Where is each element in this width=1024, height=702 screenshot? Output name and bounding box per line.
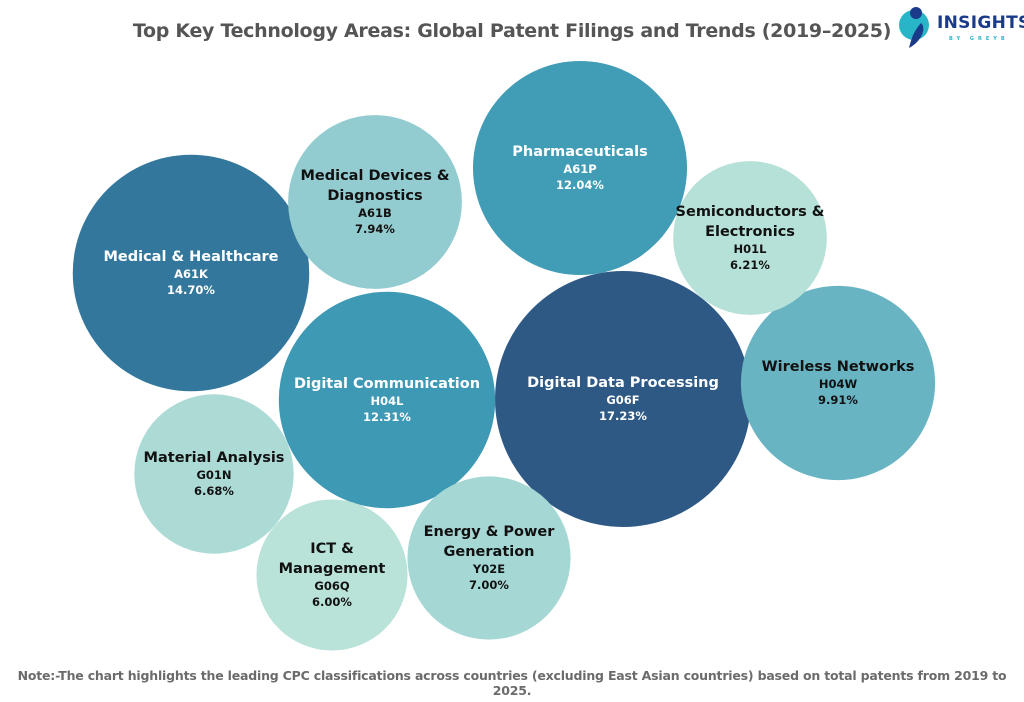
bubble-value-a61p: 12.04%	[556, 178, 604, 192]
bubble-g06f[interactable]: Digital Data Processing G06F 17.23%	[495, 271, 751, 527]
bubble-circle-g06f[interactable]	[495, 271, 751, 527]
bubble-circle-a61k[interactable]	[72, 154, 310, 392]
bubble-a61k[interactable]: Medical & Healthcare A61K 14.70%	[72, 154, 310, 392]
bubble-circle-y02e[interactable]	[407, 476, 571, 640]
bubble-circle-a61b[interactable]	[288, 115, 462, 289]
bubble-code-g01n: G01N	[196, 468, 231, 482]
bubble-code-h04w: H04W	[819, 377, 858, 391]
bubble-name-y02e: Generation	[443, 544, 534, 560]
chart-note: Note:-The chart highlights the leading C…	[17, 668, 1007, 698]
bubble-name-y02e: Energy & Power	[424, 524, 556, 540]
bubble-value-y02e: 7.00%	[469, 578, 509, 592]
bubble-name-h04w: Wireless Networks	[762, 359, 915, 375]
bubble-circle-g01n[interactable]	[134, 394, 294, 554]
bubble-name-a61p: Pharmaceuticals	[512, 144, 647, 160]
bubble-code-g06q: G06Q	[314, 579, 349, 593]
bubble-name-a61b: Medical Devices &	[300, 168, 449, 184]
bubble-value-g01n: 6.68%	[194, 484, 234, 498]
logo-subtext: BY GREYB	[949, 36, 1009, 42]
bubble-name-h04l: Digital Communication	[294, 376, 480, 392]
bubble-name-g06q: Management	[279, 561, 386, 577]
bubble-g06q[interactable]: ICT & Management G06Q 6.00%	[256, 499, 408, 651]
bubble-value-a61k: 14.70%	[167, 283, 215, 297]
bubble-code-y02e: Y02E	[472, 562, 505, 576]
bubble-code-a61k: A61K	[174, 267, 209, 281]
bubble-name-h01l: Semiconductors &	[676, 204, 825, 220]
bubble-circle-h01l[interactable]	[673, 161, 827, 315]
bubble-value-g06f: 17.23%	[599, 409, 647, 423]
bubble-name-g01n: Material Analysis	[144, 450, 285, 466]
bubble-circle-h04l[interactable]	[278, 291, 496, 509]
bubble-value-h01l: 6.21%	[730, 258, 770, 272]
logo-mark-icon	[899, 7, 929, 48]
bubble-a61b[interactable]: Medical Devices & Diagnostics A61B 7.94%	[288, 115, 462, 289]
insights-logo: INSIGHTS BY GREYB	[897, 4, 1024, 52]
bubble-code-a61p: A61P	[563, 162, 596, 176]
bubble-name-g06q: ICT &	[310, 541, 354, 557]
bubble-name-g06f: Digital Data Processing	[527, 375, 719, 391]
chart-title: Top Key Technology Areas: Global Patent …	[132, 20, 892, 42]
bubble-name-a61k: Medical & Healthcare	[103, 249, 278, 265]
bubble-value-a61b: 7.94%	[355, 222, 395, 236]
bubble-value-h04l: 12.31%	[363, 410, 411, 424]
bubble-y02e[interactable]: Energy & Power Generation Y02E 7.00%	[407, 476, 571, 640]
bubble-circle-h04w[interactable]	[740, 285, 936, 481]
bubble-circle-g06q[interactable]	[256, 499, 408, 651]
logo-text: INSIGHTS	[937, 13, 1024, 33]
bubble-h01l[interactable]: Semiconductors & Electronics H01L 6.21%	[673, 161, 827, 315]
bubble-code-h01l: H01L	[734, 242, 768, 256]
bubble-name-h01l: Electronics	[705, 224, 795, 240]
bubble-a61p[interactable]: Pharmaceuticals A61P 12.04%	[473, 61, 687, 275]
bubble-code-g06f: G06F	[606, 393, 639, 407]
bubble-value-g06q: 6.00%	[312, 595, 352, 609]
bubble-h04l[interactable]: Digital Communication H04L 12.31%	[278, 291, 496, 509]
bubble-g01n[interactable]: Material Analysis G01N 6.68%	[134, 394, 294, 554]
bubble-code-a61b: A61B	[358, 206, 392, 220]
bubble-value-h04w: 9.91%	[818, 393, 858, 407]
bubble-code-h04l: H04L	[371, 394, 405, 408]
bubble-h04w[interactable]: Wireless Networks H04W 9.91%	[740, 285, 936, 481]
bubble-circle-a61p[interactable]	[473, 61, 687, 275]
bubble-name-a61b: Diagnostics	[327, 188, 422, 204]
